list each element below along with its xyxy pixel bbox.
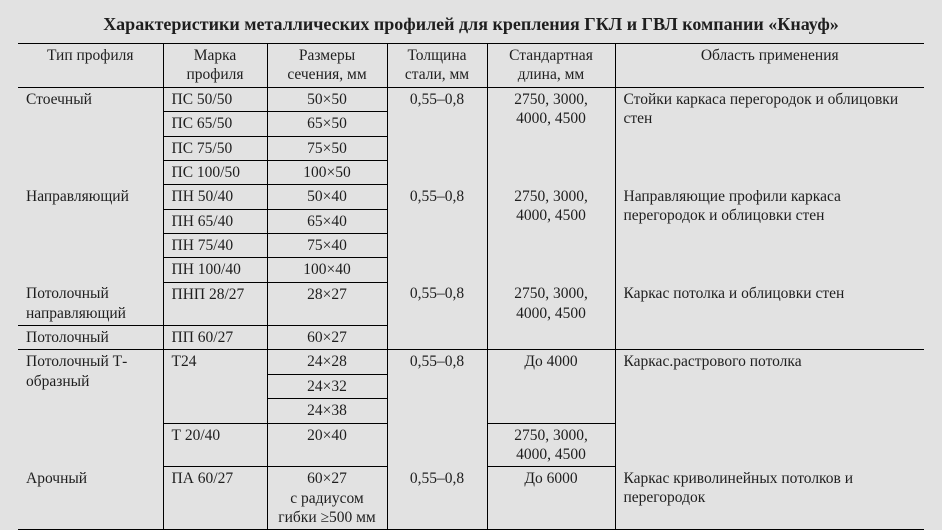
table-row: Потолочный направляющий ПНП 28/27 28×27 …: [18, 282, 924, 325]
cell-type: Потолочный направляющий: [18, 282, 163, 325]
cell-size: 65×40: [267, 209, 387, 233]
table-title: Характеристики металлических профилей дл…: [18, 14, 924, 35]
document-page: Характеристики металлических профилей дл…: [0, 0, 942, 517]
cell-len: До 4000: [487, 350, 615, 423]
cell-mark: ПН 75/40: [163, 234, 267, 258]
cell-mark: ПА 60/27: [163, 467, 267, 530]
col-header-len: Стандартная длина, мм: [487, 44, 615, 88]
cell-size: 100×50: [267, 160, 387, 184]
cell-size: 24×38: [267, 399, 387, 423]
cell-mark: Т24: [163, 350, 267, 423]
cell-thick: 0,55–0,8: [387, 87, 487, 185]
cell-type: Потолочный: [18, 326, 163, 350]
cell-size: 60×27: [267, 326, 387, 350]
cell-size: 65×50: [267, 112, 387, 136]
cell-size: 75×40: [267, 234, 387, 258]
col-header-thick: Толщина стали, мм: [387, 44, 487, 88]
cell-thick: 0,55–0,8: [387, 350, 487, 467]
cell-size: 60×27 с радиусом гибки ≥500 мм: [267, 467, 387, 530]
profiles-table: Тип профиля Марка профиля Размеры сечени…: [18, 43, 924, 530]
cell-app: Стойки каркаса перегородок и облицовки с…: [615, 87, 924, 185]
cell-len: 2750, 3000, 4000, 4500: [487, 282, 615, 350]
cell-size: 24×28: [267, 350, 387, 374]
cell-app: Каркас.растрового потолка: [615, 350, 924, 467]
cell-app: Каркас потолка и облицовки стен: [615, 282, 924, 350]
cell-thick: 0,55–0,8: [387, 282, 487, 350]
cell-app: Направляющие профили каркаса перегородок…: [615, 185, 924, 283]
cell-type: Направляющий: [18, 185, 163, 283]
cell-len: 2750, 3000, 4000, 4500: [487, 185, 615, 283]
col-header-size: Размеры сечения, мм: [267, 44, 387, 88]
cell-size: 100×40: [267, 258, 387, 282]
col-header-app: Область применения: [615, 44, 924, 88]
cell-len: До 6000: [487, 467, 615, 530]
table-row: Арочный ПА 60/27 60×27 с радиусом гибки …: [18, 467, 924, 530]
cell-len: 2750, 3000, 4000, 4500: [487, 423, 615, 467]
cell-mark: ПС 50/50: [163, 87, 267, 111]
table-row: Стоечный ПС 50/50 50×50 0,55–0,8 2750, 3…: [18, 87, 924, 111]
cell-size: 28×27: [267, 282, 387, 325]
cell-app: Каркас криволинейных потолков и перегоро…: [615, 467, 924, 530]
cell-type: Арочный: [18, 467, 163, 530]
table-header-row: Тип профиля Марка профиля Размеры сечени…: [18, 44, 924, 88]
cell-mark: ПН 50/40: [163, 185, 267, 209]
col-header-mark: Марка профиля: [163, 44, 267, 88]
cell-type: Стоечный: [18, 87, 163, 185]
col-header-type: Тип профиля: [18, 44, 163, 88]
cell-mark: Т 20/40: [163, 423, 267, 467]
cell-size: 20×40: [267, 423, 387, 467]
cell-size: 24×32: [267, 374, 387, 398]
cell-mark: ПС 100/50: [163, 160, 267, 184]
cell-size: 50×40: [267, 185, 387, 209]
cell-size: 50×50: [267, 87, 387, 111]
cell-mark: ПНП 28/27: [163, 282, 267, 325]
cell-mark: ПП 60/27: [163, 326, 267, 350]
cell-mark: ПН 100/40: [163, 258, 267, 282]
cell-type: Потолочный Т-образный: [18, 350, 163, 467]
table-row: Потолочный Т-образный Т24 24×28 0,55–0,8…: [18, 350, 924, 374]
cell-mark: ПН 65/40: [163, 209, 267, 233]
cell-thick: 0,55–0,8: [387, 185, 487, 283]
cell-len: 2750, 3000, 4000, 4500: [487, 87, 615, 185]
cell-mark: ПС 65/50: [163, 112, 267, 136]
cell-thick: 0,55–0,8: [387, 467, 487, 530]
cell-size: 75×50: [267, 136, 387, 160]
cell-mark: ПС 75/50: [163, 136, 267, 160]
table-row: Направляющий ПН 50/40 50×40 0,55–0,8 275…: [18, 185, 924, 209]
